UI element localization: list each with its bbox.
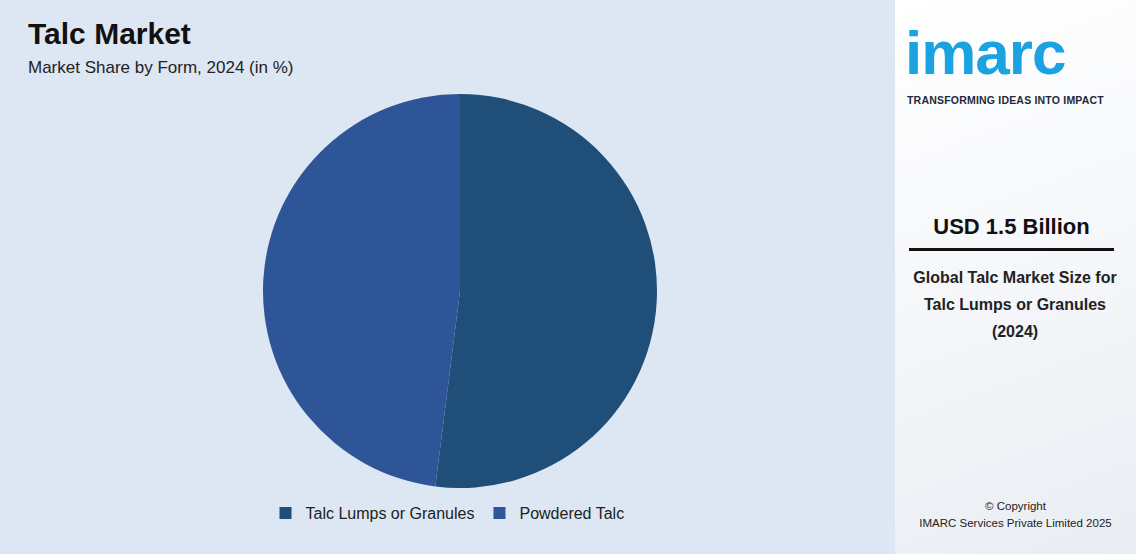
svg-text:Powdered Talc: Powdered Talc <box>519 505 624 522</box>
html-text:TRANSFORMING IDEAS INTO IMPACT: TRANSFORMING IDEAS INTO IMPACT <box>907 94 1104 106</box>
html-text:© Copyright: © Copyright <box>985 500 1046 512</box>
html-text:USD 1.5 Billion: USD 1.5 Billion <box>933 214 1090 239</box>
html-text:Global Talc Market Size for Ta: Global Talc Market Size for Talc Lumps o… <box>913 269 1117 340</box>
html-text:imarc: imarc <box>905 18 1066 87</box>
html-text:IMARC Services Private Limited: IMARC Services Private Limited 2025 <box>919 517 1112 529</box>
svg-text:Talc Lumps or Granules: Talc Lumps or Granules <box>306 505 475 522</box>
svg-text:Talc Market: Talc Market <box>28 17 191 50</box>
svg-text:Market Share by Form, 2024 (in: Market Share by Form, 2024 (in %) <box>28 58 293 77</box>
